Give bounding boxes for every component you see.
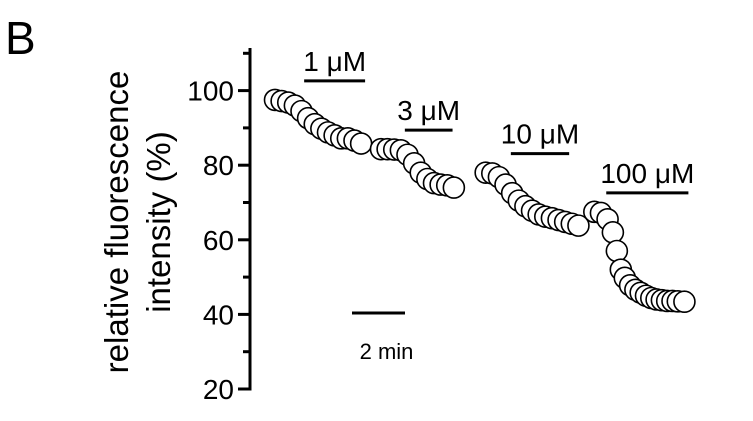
data-group: 10 μM xyxy=(474,119,590,237)
concentration-label: 3 μM xyxy=(397,95,460,126)
y-axis-label: relative fluorescence intensity (%) xyxy=(98,71,177,374)
concentration-label: 100 μM xyxy=(600,158,694,189)
data-point xyxy=(349,132,373,155)
y-tick-label: 20 xyxy=(203,374,234,405)
data-group: 100 μM xyxy=(583,158,696,314)
data-point xyxy=(605,239,629,263)
data-point xyxy=(673,290,696,314)
y-tick-label: 80 xyxy=(203,150,234,181)
y-tick-label: 40 xyxy=(203,299,234,330)
data-point xyxy=(601,221,625,244)
concentration-label: 1 μM xyxy=(303,46,366,77)
data-group: 3 μM xyxy=(369,95,466,199)
y-tick-label: 60 xyxy=(203,225,234,256)
panel-label: B xyxy=(5,12,36,64)
data-point xyxy=(567,214,590,237)
y-axis-label-line-2: intensity (%) xyxy=(140,131,177,313)
concentration-label: 10 μM xyxy=(501,119,579,150)
time-scale-bar: 2 min xyxy=(352,311,414,364)
data-point xyxy=(442,176,466,199)
y-axis-label-line-1: relative fluorescence xyxy=(98,71,135,374)
scale-bar-label: 2 min xyxy=(360,339,414,364)
data-group: 1 μM xyxy=(263,46,373,155)
y-axis: 20 40 60 80 100 xyxy=(187,48,252,405)
y-tick-label: 100 xyxy=(187,76,234,107)
data-groups: 1 μM 3 μM 10 μM 100 μM xyxy=(263,46,696,314)
